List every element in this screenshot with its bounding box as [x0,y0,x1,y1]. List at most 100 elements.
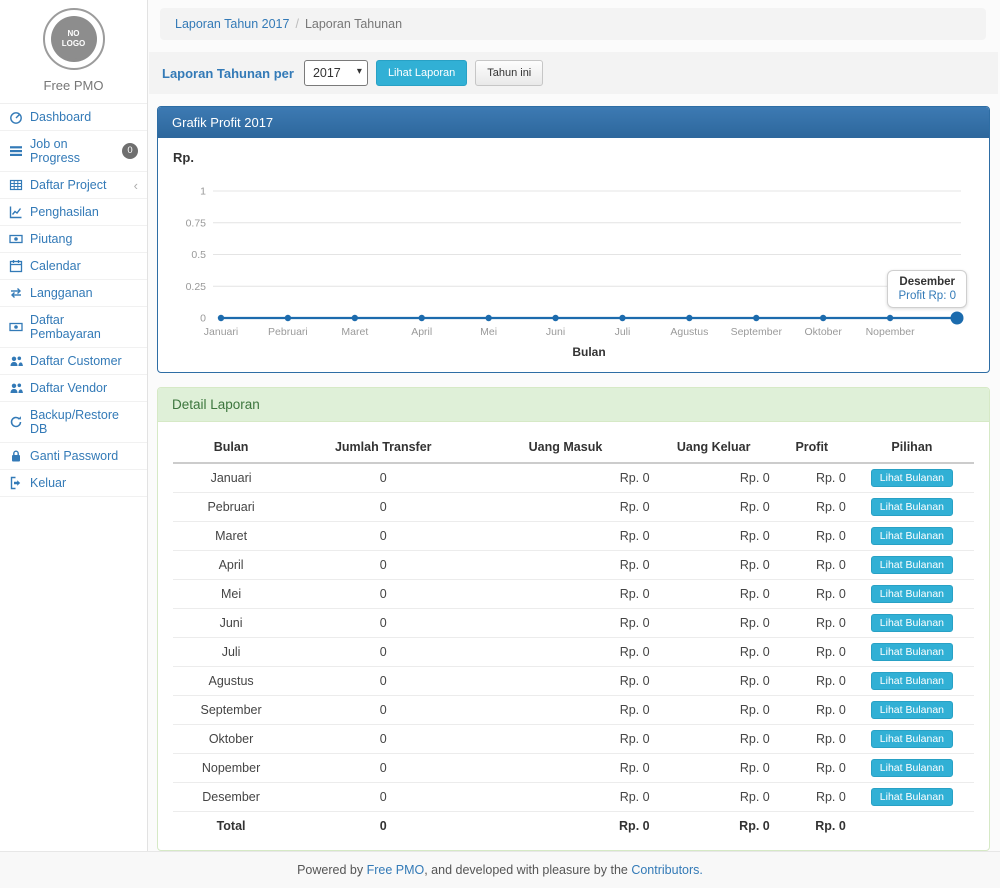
sidebar-item-daftar-project[interactable]: Daftar Project‹ [0,172,147,199]
lihat-bulanan-button[interactable]: Lihat Bulanan [871,672,953,690]
lihat-bulanan-button[interactable]: Lihat Bulanan [871,498,953,516]
sidebar-item-piutang[interactable]: Piutang [0,226,147,253]
cell-bulan: Maret [173,522,289,551]
svg-text:Juli: Juli [615,326,631,338]
cell-uang-masuk: Rp. 0 [477,609,653,638]
svg-text:0: 0 [200,313,206,325]
lihat-bulanan-button[interactable]: Lihat Bulanan [871,701,953,719]
sidebar-item-dashboard[interactable]: Dashboard [0,104,147,131]
lihat-bulanan-button[interactable]: Lihat Bulanan [871,730,953,748]
sidebar-item-ganti-password[interactable]: Ganti Password [0,443,147,470]
cell-jumlah-transfer: 0 [289,609,477,638]
cell-uang-keluar: Rp. 0 [654,522,774,551]
svg-text:Maret: Maret [341,326,368,338]
svg-text:April: April [411,326,432,338]
calendar-icon [9,259,23,273]
lihat-bulanan-button[interactable]: Lihat Bulanan [871,585,953,603]
sidebar-item-calendar[interactable]: Calendar [0,253,147,280]
sidebar-item-penghasilan[interactable]: Penghasilan [0,199,147,226]
svg-text:September: September [731,326,783,338]
lihat-bulanan-button[interactable]: Lihat Bulanan [871,556,953,574]
year-select[interactable]: 2017 [304,60,368,86]
lihat-bulanan-button[interactable]: Lihat Bulanan [871,788,953,806]
total-profit: Rp. 0 [774,812,850,839]
sidebar-item-backup-restore-db[interactable]: Backup/Restore DB [0,402,147,443]
lihat-bulanan-button[interactable]: Lihat Bulanan [871,469,953,487]
col-profit: Profit [774,432,850,463]
cell-jumlah-transfer: 0 [289,667,477,696]
sidebar-item-daftar-customer[interactable]: Daftar Customer [0,348,147,375]
lihat-bulanan-button[interactable]: Lihat Bulanan [871,527,953,545]
sidebar-item-label: Job on Progress [30,137,115,165]
tahun-ini-button[interactable]: Tahun ini [475,60,543,86]
report-header-row: Bulan Jumlah Transfer Uang Masuk Uang Ke… [173,432,974,463]
cell-profit: Rp. 0 [774,522,850,551]
site-footer: Powered by Free PMO, and developed with … [0,851,1000,888]
year-select-wrap: 2017 [304,60,368,86]
cell-uang-keluar: Rp. 0 [654,551,774,580]
no-logo-seal: NO LOGO [51,16,97,62]
cell-uang-masuk: Rp. 0 [477,754,653,783]
svg-text:Oktober: Oktober [805,326,843,338]
tooltip-title: Desember [898,276,956,288]
cell-bulan: Oktober [173,725,289,754]
footer-middle: , and developed with pleasure by the [424,863,631,877]
lihat-laporan-button[interactable]: Lihat Laporan [376,60,467,86]
sidebar-item-label: Dashboard [30,110,91,124]
cell-bulan: September [173,696,289,725]
cell-uang-keluar: Rp. 0 [654,493,774,522]
sidebar-item-label: Backup/Restore DB [30,408,138,436]
report-row: April0Rp. 0Rp. 0Rp. 0Lihat Bulanan [173,551,974,580]
cell-uang-masuk: Rp. 0 [477,493,653,522]
cell-uang-keluar: Rp. 0 [654,754,774,783]
y-axis-label: Rp. [173,150,974,168]
table-icon [9,178,23,192]
data-point [552,315,558,321]
cell-pilihan: Lihat Bulanan [850,580,974,609]
total-empty-cell [850,812,974,839]
money-icon [9,320,23,334]
report-row: Nopember0Rp. 0Rp. 0Rp. 0Lihat Bulanan [173,754,974,783]
lihat-bulanan-button[interactable]: Lihat Bulanan [871,643,953,661]
breadcrumb-current: Laporan Tahunan [305,17,402,31]
report-row: Januari0Rp. 0Rp. 0Rp. 0Lihat Bulanan [173,463,974,493]
chart-panel-title: Grafik Profit 2017 [158,107,989,138]
cell-uang-masuk: Rp. 0 [477,522,653,551]
data-point [820,315,826,321]
breadcrumb-link-year[interactable]: Laporan Tahun 2017 [175,17,289,31]
sidebar-item-daftar-vendor[interactable]: Daftar Vendor [0,375,147,402]
footer-prefix: Powered by [297,863,366,877]
brand-name: Free PMO [0,78,147,93]
cell-jumlah-transfer: 0 [289,580,477,609]
retweet-icon [9,286,23,300]
report-row: Juni0Rp. 0Rp. 0Rp. 0Lihat Bulanan [173,609,974,638]
lihat-bulanan-button[interactable]: Lihat Bulanan [871,614,953,632]
lihat-bulanan-button[interactable]: Lihat Bulanan [871,759,953,777]
svg-text:Agustus: Agustus [670,326,708,338]
col-uang-keluar: Uang Keluar [654,432,774,463]
sidebar-item-job-on-progress[interactable]: Job on Progress 0 [0,131,147,172]
footer-link-freepmo[interactable]: Free PMO [367,863,425,877]
cell-uang-masuk: Rp. 0 [477,725,653,754]
data-point [951,312,964,325]
cell-bulan: Januari [173,463,289,493]
data-point [285,315,291,321]
data-point [352,315,358,321]
breadcrumb-separator: / [295,17,298,31]
cell-jumlah-transfer: 0 [289,783,477,812]
users-icon [9,354,23,368]
cell-bulan: Mei [173,580,289,609]
footer-link-contributors[interactable]: Contributors. [631,863,703,877]
count-badge: 0 [122,143,138,159]
report-row: Pebruari0Rp. 0Rp. 0Rp. 0Lihat Bulanan [173,493,974,522]
sidebar-item-keluar[interactable]: Keluar [0,470,147,497]
cell-pilihan: Lihat Bulanan [850,696,974,725]
refresh-icon [9,415,23,429]
cell-jumlah-transfer: 0 [289,493,477,522]
sidebar-item-langganan[interactable]: Langganan [0,280,147,307]
cell-profit: Rp. 0 [774,463,850,493]
cell-uang-masuk: Rp. 0 [477,783,653,812]
sidebar-item-daftar-pembayaran[interactable]: Daftar Pembayaran [0,307,147,348]
chevron-left-icon: ‹ [134,179,138,192]
cell-profit: Rp. 0 [774,638,850,667]
